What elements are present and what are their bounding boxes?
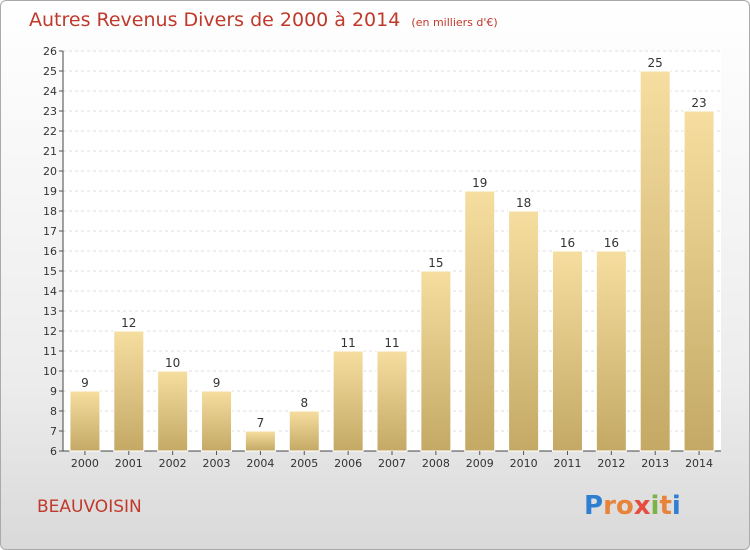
bar-2006: [332, 350, 364, 452]
y-tick-label: 6: [50, 445, 57, 458]
y-tick-label: 12: [43, 325, 57, 338]
chart-subtitle: (en milliers d'€): [411, 16, 498, 29]
bar-2008: [420, 270, 452, 452]
x-tick-label-2002: 2002: [159, 457, 187, 470]
x-tick-label-2012: 2012: [597, 457, 625, 470]
y-tick-label: 24: [43, 85, 57, 98]
bar-2013: [639, 70, 671, 452]
x-tick-label-2003: 2003: [203, 457, 231, 470]
title-row: Autres Revenus Divers de 2000 à 2014 (en…: [29, 9, 498, 31]
bar-2001: [113, 330, 145, 452]
y-tick-label: 20: [43, 165, 57, 178]
y-tick-label: 13: [43, 305, 57, 318]
value-label-2009: 19: [472, 176, 487, 190]
x-tick-label-2004: 2004: [246, 457, 274, 470]
logo-letter: r: [603, 491, 616, 521]
logo-letter: t: [659, 491, 672, 521]
x-tick-label-2006: 2006: [334, 457, 362, 470]
value-label-2003: 9: [213, 376, 221, 390]
x-tick-label-2001: 2001: [115, 457, 143, 470]
value-label-2010: 18: [516, 196, 531, 210]
value-label-2007: 11: [384, 336, 399, 350]
y-tick-label: 8: [50, 405, 57, 418]
value-label-2013: 25: [648, 56, 663, 70]
y-tick-label: 10: [43, 365, 57, 378]
x-tick-label-2010: 2010: [510, 457, 538, 470]
bar-2012: [595, 250, 627, 452]
x-tick-label-2011: 2011: [553, 457, 581, 470]
value-label-2006: 11: [340, 336, 355, 350]
y-tick-label: 18: [43, 205, 57, 218]
city-name: BEAUVOISIN: [37, 497, 142, 517]
y-tick-label: 22: [43, 125, 57, 138]
value-label-2011: 16: [560, 236, 575, 250]
value-label-2002: 10: [165, 356, 180, 370]
value-label-2008: 15: [428, 256, 443, 270]
y-tick-label: 9: [50, 385, 57, 398]
x-tick-label-2013: 2013: [641, 457, 669, 470]
x-tick-label-2000: 2000: [71, 457, 99, 470]
bar-2002: [157, 370, 189, 452]
y-tick-label: 21: [43, 145, 57, 158]
value-label-2000: 9: [81, 376, 89, 390]
logo-letter: x: [633, 491, 651, 521]
bar-2004: [244, 430, 276, 452]
bar-2010: [508, 210, 540, 452]
value-label-2005: 8: [300, 396, 308, 410]
bar-2005: [288, 410, 320, 452]
value-label-2001: 12: [121, 316, 136, 330]
y-tick-label: 17: [43, 225, 57, 238]
y-tick-label: 11: [43, 345, 57, 358]
y-tick-label: 26: [43, 45, 57, 58]
logo-letter: P: [584, 491, 604, 521]
bar-2007: [376, 350, 408, 452]
bar-2011: [551, 250, 583, 452]
logo-letter: i: [671, 491, 681, 521]
proxiti-logo: Proxiti: [584, 491, 681, 521]
value-label-2014: 23: [691, 96, 706, 110]
logo-letter: i: [650, 491, 660, 521]
value-label-2004: 7: [257, 416, 265, 430]
y-tick-label: 16: [43, 245, 57, 258]
bar-2009: [464, 190, 496, 452]
bar-2014: [683, 110, 715, 452]
chart-title: Autres Revenus Divers de 2000 à 2014: [29, 9, 401, 31]
x-tick-label-2014: 2014: [685, 457, 713, 470]
x-tick-label-2007: 2007: [378, 457, 406, 470]
y-tick-label: 25: [43, 65, 57, 78]
logo-letter: o: [615, 491, 634, 521]
x-tick-label-2005: 2005: [290, 457, 318, 470]
bar-2000: [69, 390, 101, 452]
y-tick-label: 7: [50, 425, 57, 438]
y-tick-label: 14: [43, 285, 57, 298]
y-tick-label: 19: [43, 185, 57, 198]
y-tick-label: 15: [43, 265, 57, 278]
y-tick-label: 23: [43, 105, 57, 118]
value-label-2012: 16: [604, 236, 619, 250]
x-tick-label-2008: 2008: [422, 457, 450, 470]
bar-2003: [201, 390, 233, 452]
x-tick-label-2009: 2009: [466, 457, 494, 470]
